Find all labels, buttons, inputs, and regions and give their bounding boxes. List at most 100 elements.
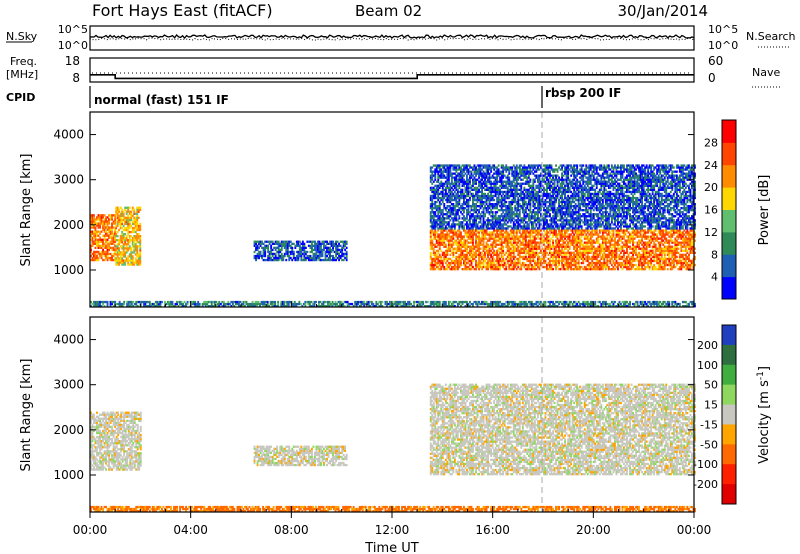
heatmap-cell xyxy=(105,222,107,225)
heatmap-cell xyxy=(665,263,668,267)
heatmap-cell xyxy=(488,253,491,256)
heatmap-cell xyxy=(93,254,95,258)
heatmap-cell xyxy=(458,190,461,194)
heatmap-cell xyxy=(555,231,557,234)
heatmap-cell xyxy=(497,174,500,177)
heatmap-cell xyxy=(472,205,474,208)
heatmap-cell xyxy=(487,268,489,271)
heatmap-cell xyxy=(561,265,563,269)
heatmap-cell xyxy=(108,242,110,245)
heatmap-cell xyxy=(490,245,493,248)
heatmap-cell xyxy=(312,258,315,262)
heatmap-cell xyxy=(476,190,479,194)
heatmap-cell xyxy=(491,231,494,234)
heatmap-cell xyxy=(473,166,476,169)
heatmap-cell xyxy=(583,268,586,271)
heatmap-cell xyxy=(579,255,582,259)
heatmap-cell xyxy=(283,252,286,256)
heatmap-cell xyxy=(636,233,639,236)
heatmap-cell xyxy=(258,252,260,256)
heatmap-cell xyxy=(431,245,434,248)
heatmap-cell xyxy=(94,238,97,241)
heatmap-cell xyxy=(497,164,500,167)
heatmap-cell xyxy=(659,263,662,267)
heatmap-cell xyxy=(276,250,279,254)
heatmap-cell xyxy=(508,217,511,220)
heatmap-cell xyxy=(677,247,680,250)
heatmap-cell xyxy=(524,247,527,250)
heatmap-cell xyxy=(656,237,659,240)
heatmap-cell xyxy=(595,231,598,234)
heatmap-cell xyxy=(521,235,524,238)
heatmap-cell xyxy=(506,207,509,210)
heatmap-cell xyxy=(517,249,520,252)
heatmap-cell xyxy=(93,218,95,221)
heatmap-cell xyxy=(490,215,493,218)
heatmap-cell xyxy=(315,250,318,254)
heatmap-cell xyxy=(633,251,636,254)
heatmap-cell xyxy=(466,180,468,183)
heatmap-cell xyxy=(659,231,662,234)
heatmap-cell xyxy=(447,235,450,238)
heatmap-cell xyxy=(614,237,616,240)
heatmap-cell xyxy=(632,235,634,238)
heatmap-cell xyxy=(485,174,488,177)
heatmap-cell xyxy=(579,253,582,256)
heatmap-cell xyxy=(487,170,489,173)
heatmap-cell xyxy=(438,247,441,250)
heatmap-cell xyxy=(555,241,557,244)
heatmap-cell xyxy=(491,194,494,198)
heatmap-cell xyxy=(111,226,113,229)
heatmap-cell xyxy=(632,255,634,259)
heatmap-cell xyxy=(487,261,489,265)
heatmap-cell xyxy=(99,220,101,223)
heatmap-cell xyxy=(469,164,471,167)
heatmap-cell xyxy=(484,251,486,254)
heatmap-cell xyxy=(681,257,684,261)
heatmap-cell xyxy=(526,243,529,246)
heatmap-cell xyxy=(653,235,656,238)
heatmap-cell xyxy=(491,166,494,169)
heatmap-cell xyxy=(482,176,485,179)
heatmap-cell xyxy=(259,244,262,247)
heatmap-cell xyxy=(591,233,594,236)
heatmap-cell xyxy=(485,209,488,212)
heatmap-cell xyxy=(478,166,480,169)
heatmap-cell xyxy=(512,186,515,189)
heatmap-cell xyxy=(558,247,560,250)
heatmap-cell xyxy=(444,192,447,196)
heatmap-cell xyxy=(645,265,648,269)
heatmap-cell xyxy=(629,263,631,267)
heatmap-cell xyxy=(97,242,100,245)
heatmap-cell xyxy=(535,233,538,236)
heatmap-cell xyxy=(574,243,577,246)
heatmap-cell xyxy=(91,252,94,256)
heatmap-cell xyxy=(447,178,450,181)
heatmap-cell xyxy=(609,253,612,256)
heatmap-cell xyxy=(131,208,134,211)
heatmap-cell xyxy=(108,222,110,225)
heatmap-cell xyxy=(607,259,610,263)
heatmap-cell xyxy=(512,253,515,256)
heatmap-cell xyxy=(558,249,560,252)
heatmap-cell xyxy=(469,174,471,177)
heatmap-cell xyxy=(134,245,137,248)
heatmap-cell xyxy=(503,231,506,234)
heatmap-cell xyxy=(307,254,310,258)
heatmap-cell xyxy=(684,241,687,244)
heatmap-cell xyxy=(491,225,494,228)
heatmap-cell xyxy=(535,243,538,246)
heatmap-cell xyxy=(469,223,471,226)
heatmap-cell xyxy=(466,245,468,248)
heatmap-cell xyxy=(541,257,544,261)
heatmap-cell xyxy=(598,268,601,271)
heatmap-cell xyxy=(112,234,115,237)
heatmap-cell xyxy=(650,231,653,234)
heatmap-cell xyxy=(99,226,101,229)
heatmap-cell xyxy=(447,225,450,228)
heatmap-cell xyxy=(645,231,648,234)
heatmap-cell xyxy=(573,255,576,259)
heatmap-cell xyxy=(476,261,479,265)
heatmap-cell xyxy=(482,192,485,196)
heatmap-cell xyxy=(668,249,671,252)
